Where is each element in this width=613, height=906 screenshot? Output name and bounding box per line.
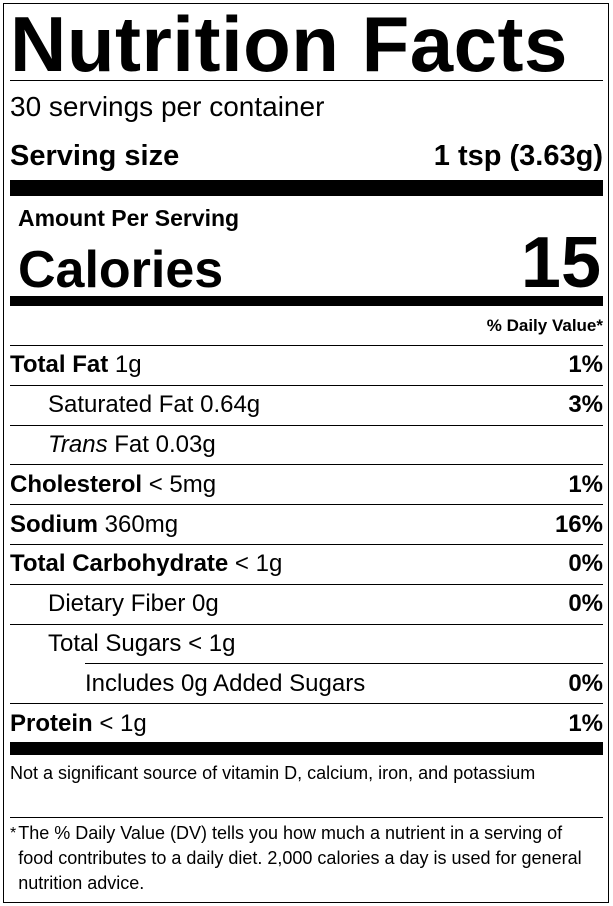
nutrient-name-italic: Trans [48,430,108,458]
nutrient-name: Total Carbohydrate [10,550,229,578]
footnote-marker: * [10,825,17,842]
nutrient-name: Dietary Fiber [48,590,186,618]
nutrient-name: Fat [114,430,149,458]
nutrient-amount: 360mg [104,510,179,538]
servings: 30 servings per container [10,91,325,122]
nutrient-amount: < 5mg [148,470,217,498]
serving-size-label: Serving size [10,140,180,172]
nutrient-amount: 0.03g [155,430,216,458]
calories-value: 15 [520,223,601,303]
nutrient-amount: 0g [192,590,219,618]
footnote-text: The % Daily Value (DV) tells you how muc… [18,823,582,893]
nutrient-row: Saturated Fat 0.64g 3% [10,384,603,425]
nutrient-name: Total Sugars [48,629,182,657]
daily-value: 0% [568,669,603,697]
thick-divider [10,180,603,196]
nutrient-amount: < 1g [99,709,147,737]
daily-value: 1% [568,709,603,737]
calories-label: Calories [18,241,224,299]
daily-value: 3% [568,391,603,419]
nutrient-name: Total Fat [10,351,109,379]
daily-value: 1% [568,351,603,379]
nutrient-amount: 0.64g [200,391,261,419]
nutrient-amount: < 1g [234,550,283,578]
daily-value: 0% [568,550,603,578]
daily-value-header: % Daily Value* [486,316,603,335]
thick-divider [10,742,603,755]
serving-size-row: Serving size 1 tsp (3.63g) [10,138,603,174]
calories-row: Calories 15 [10,222,603,303]
serving-size-value: 1 tsp (3.63g) [433,140,603,172]
divider [10,80,603,81]
nutrient-row: Sodium 360mg 16% [10,504,603,544]
nutrient-row: Total Fat 1g 1% [10,345,603,385]
nutrient-row: Cholesterol < 5mg 1% [10,464,603,504]
nutrient-amount: < 1g [188,629,236,657]
daily-value: 1% [568,470,603,498]
nutrient-row: Dietary Fiber 0g 0% [10,583,603,624]
nutrient-row: Total Carbohydrate < 1g 0% [10,543,603,584]
nutrient-row: Protein < 1g 1% [10,703,603,743]
nutrient-name: Sodium [10,510,98,538]
nutrient-name: Protein [10,709,93,737]
nutrient-name: Includes 0g Added Sugars [85,669,366,697]
label-border [3,3,609,903]
amount-per-serving: Amount Per Serving [18,205,240,231]
nutrient-name: Cholesterol [10,470,143,498]
note: Not a significant source of vitamin D, c… [10,763,536,783]
nutrient-name: Saturated Fat [48,391,194,419]
nutrient-amount: 1g [114,351,142,379]
nutrient-row: Total Sugars < 1g [10,623,603,664]
daily-value: 16% [554,510,603,538]
footnote: * The % Daily Value (DV) tells you how m… [10,821,603,896]
medium-divider [10,296,603,306]
daily-value: 0% [568,590,603,618]
title: Nutrition Facts [10,0,568,88]
nutrient-row: Includes 0g Added Sugars 0% [85,663,603,703]
nutrient-list: Total Fat 1g 1% Saturated Fat 0.64g 3% Tra… [10,345,603,743]
nutrient-row: Trans Fat 0.03g [10,424,603,465]
divider [10,817,603,818]
